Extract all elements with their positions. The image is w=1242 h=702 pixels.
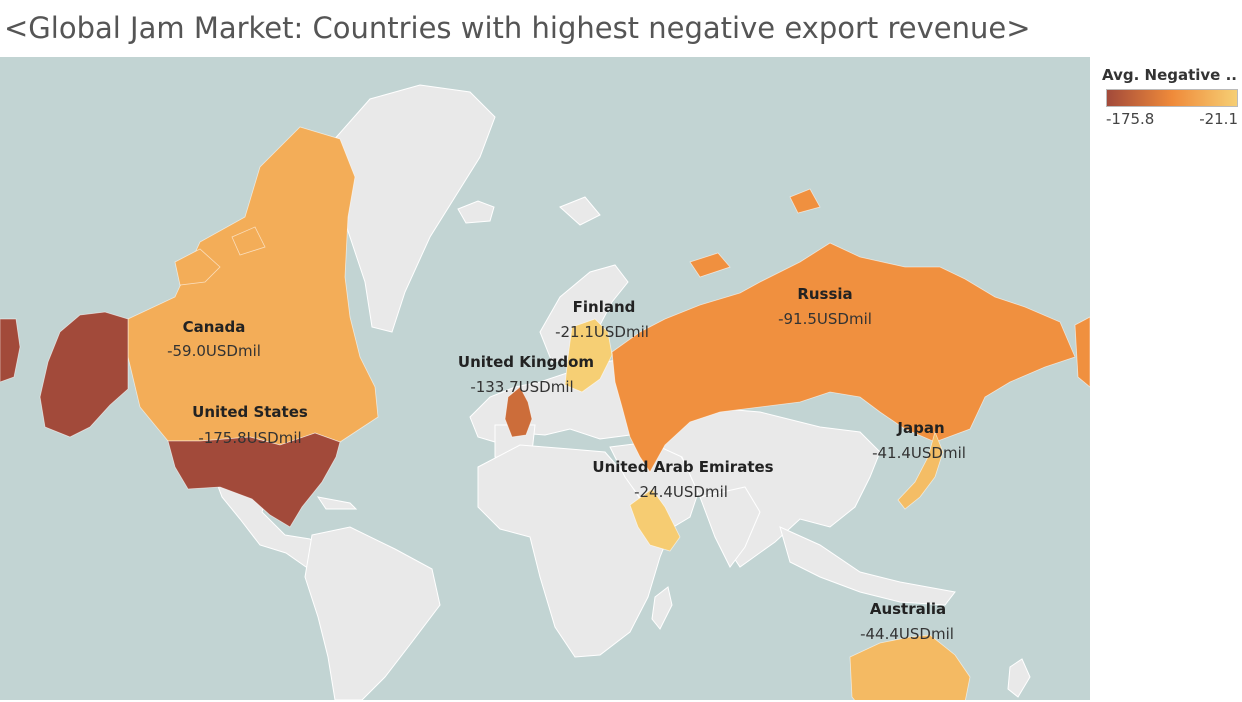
label-australia: Australia -44.4USDmil: [860, 600, 954, 643]
label-united-states: United States -175.8USDmil: [192, 403, 308, 447]
chart-title: <Global Jam Market: Countries with highe…: [4, 11, 1031, 45]
greenland: [327, 84, 496, 333]
country-shape-united-arab-emirates[interactable]: [629, 488, 681, 552]
country-shape-russia-island[interactable]: [689, 188, 821, 278]
label-united-kingdom: United Kingdom -133.7USDmil: [458, 353, 594, 396]
south-america: [304, 526, 441, 700]
legend-color-ramp: [1106, 89, 1238, 107]
label-russia-name: Russia: [797, 285, 852, 303]
new-zealand: [1007, 658, 1031, 698]
label-united-states-value: -175.8USDmil: [198, 429, 301, 447]
africa: [477, 444, 673, 658]
label-uae-name: United Arab Emirates: [592, 458, 773, 476]
label-australia-value: -44.4USDmil: [860, 625, 954, 643]
color-legend[interactable]: Avg. Negative .. -175.8 -21.1: [1098, 62, 1240, 132]
label-canada-name: Canada: [183, 318, 246, 336]
country-shape-canada-islands[interactable]: [174, 226, 266, 286]
country-shape-finland[interactable]: [564, 318, 613, 393]
country-shape-alaska[interactable]: [39, 311, 129, 438]
country-labels: Canada -59.0USDmil United States -175.8U…: [167, 285, 966, 643]
southeast-asia-islands: [779, 526, 956, 606]
asia: [649, 406, 881, 568]
label-canada: Canada -59.0USDmil: [167, 318, 261, 360]
label-finland-name: Finland: [573, 298, 636, 316]
legend-max-label: -21.1: [1199, 110, 1238, 128]
india: [699, 486, 761, 568]
label-japan: Japan -41.4USDmil: [872, 419, 966, 462]
country-shape-united-states[interactable]: [167, 432, 341, 528]
madagascar: [651, 586, 673, 630]
label-united-kingdom-name: United Kingdom: [458, 353, 594, 371]
label-finland: Finland -21.1USDmil: [555, 298, 649, 341]
world-map[interactable]: Canada -59.0USDmil United States -175.8U…: [0, 57, 1090, 700]
label-united-arab-emirates: United Arab Emirates -24.4USDmil: [592, 458, 773, 501]
label-uae-value: -24.4USDmil: [634, 483, 728, 501]
iceland: [457, 200, 495, 224]
caribbean: [316, 496, 358, 510]
country-shape-alaska-west[interactable]: [0, 318, 21, 383]
label-australia-name: Australia: [870, 600, 946, 618]
country-shape-russia[interactable]: [611, 242, 1076, 473]
label-canada-value: -59.0USDmil: [167, 342, 261, 360]
label-japan-value: -41.4USDmil: [872, 444, 966, 462]
country-shape-russia-east[interactable]: [1074, 316, 1090, 388]
label-japan-name: Japan: [896, 419, 944, 437]
country-shape-australia[interactable]: [849, 634, 971, 700]
label-united-states-name: United States: [192, 403, 308, 421]
legend-title: Avg. Negative ..: [1102, 66, 1237, 84]
highlighted-countries: [0, 126, 1090, 700]
country-shape-united-kingdom[interactable]: [504, 386, 533, 438]
label-finland-value: -21.1USDmil: [555, 323, 649, 341]
label-russia: Russia -91.5USDmil: [778, 285, 872, 328]
country-shape-canada[interactable]: [127, 126, 379, 446]
legend-min-label: -175.8: [1106, 110, 1155, 128]
scandinavia: [539, 264, 629, 363]
map-svg: Canada -59.0USDmil United States -175.8U…: [0, 84, 1090, 700]
svalbard: [559, 196, 601, 226]
label-united-kingdom-value: -133.7USDmil: [470, 378, 573, 396]
label-russia-value: -91.5USDmil: [778, 310, 872, 328]
country-shape-japan[interactable]: [897, 430, 944, 510]
